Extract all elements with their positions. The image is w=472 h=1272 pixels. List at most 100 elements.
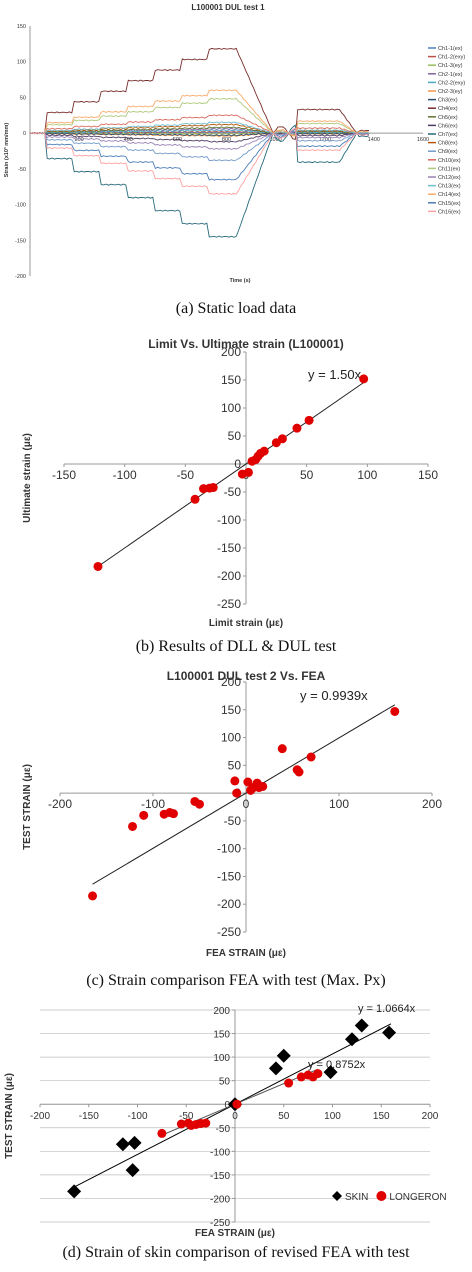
y-tick-label: 0	[234, 457, 241, 471]
x-tick-label: 150	[418, 468, 438, 482]
y-tick-label: -200	[210, 1194, 230, 1205]
chart-title: L100001 DUL test 1	[191, 3, 265, 12]
series-line	[29, 128, 370, 181]
y-axis-title: TEST STRAIN (με)	[22, 764, 33, 850]
y-tick-label: 50	[219, 1077, 231, 1088]
series-line	[29, 131, 370, 143]
data-point-skin	[67, 1184, 82, 1199]
y-tick-label: 100	[213, 1053, 230, 1064]
data-point	[208, 483, 218, 493]
data-point-skin	[125, 1163, 140, 1178]
legend-label: Ch15(ex)	[438, 201, 461, 207]
x-tick-label: -100	[113, 468, 137, 482]
legend-label: Ch14(ex)	[438, 192, 461, 198]
data-point	[313, 1069, 323, 1079]
x-tick-label: -150	[79, 1111, 99, 1122]
chart-static-load-data: L100001 DUL test 1 150 100 50 0 -50 -100 -150 -2…	[3, 3, 465, 284]
legend-label: Ch5(ex)	[438, 115, 458, 121]
chart-title: Limit Vs. Ultimate strain (L100001)	[148, 337, 343, 351]
y-tick-label: -50	[18, 167, 26, 173]
series-line	[29, 131, 370, 150]
data-point	[128, 821, 138, 831]
y-axis-title: Ultimate strain (με)	[22, 433, 33, 523]
data-point	[168, 809, 178, 819]
x-tick-label: 50	[278, 1111, 290, 1122]
x-tick-label: -150	[52, 468, 76, 482]
y-tick-label: -50	[216, 1124, 231, 1135]
data-point-skin	[268, 1061, 283, 1076]
data-point	[232, 788, 242, 798]
x-tick-label: 600	[173, 137, 182, 143]
x-tick-label: 100	[357, 468, 377, 482]
data-point	[243, 777, 253, 787]
data-point-skin	[354, 1018, 369, 1033]
data-point	[243, 467, 253, 477]
data-point-skin	[115, 1137, 130, 1152]
y-tick-label: -200	[217, 897, 241, 911]
y-tick-label: 150	[221, 703, 241, 717]
x-tick-label: 800	[222, 137, 231, 143]
data-point	[258, 781, 268, 791]
legend-label: LONGERON	[389, 1192, 446, 1203]
legend-label: Ch16(ex)	[438, 209, 461, 215]
trendline-equation: y = 1.0664x	[358, 1003, 416, 1015]
x-axis-title: Limit strain (με)	[209, 618, 283, 629]
legend-label: Ch6(ex)	[438, 123, 458, 129]
legend-label: Ch4(ex)	[438, 106, 458, 112]
data-point	[139, 810, 149, 820]
y-tick-label: 150	[221, 373, 241, 387]
series-line	[29, 97, 370, 137]
legend-marker-longeron	[376, 1191, 387, 1201]
x-tick-label: 0	[243, 797, 250, 811]
data-point	[157, 1128, 167, 1138]
y-tick-label: -150	[210, 1171, 230, 1182]
legend-label: Ch11(ex)	[438, 166, 460, 172]
y-tick-label: -100	[217, 842, 241, 856]
data-point	[176, 1119, 186, 1129]
chart-title: L100001 DUL test 2 Vs. FEA	[167, 670, 326, 683]
x-tick-label: -200	[48, 797, 72, 811]
data-point	[390, 706, 400, 716]
legend-label: Ch2-2(exy)	[438, 80, 465, 86]
series-line	[29, 47, 369, 140]
data-point-skin	[382, 1025, 397, 1040]
x-tick-label: 150	[373, 1111, 390, 1122]
x-tick-label: 200	[75, 137, 84, 143]
panel-c: L100001 DUL test 2 Vs. FEA200150100500-5…	[0, 670, 472, 968]
x-tick-label: 1000	[270, 137, 282, 143]
series-line	[29, 127, 370, 195]
data-point	[304, 415, 314, 425]
x-tick-label: 0	[232, 1111, 238, 1122]
x-tick-label: 1600	[417, 137, 429, 143]
legend-label: Ch7(ex)	[438, 132, 458, 138]
data-point	[190, 494, 200, 504]
series-line	[30, 130, 370, 162]
data-point	[284, 1078, 294, 1088]
x-tick-label: 1400	[368, 137, 380, 143]
data-point-skin	[127, 1135, 142, 1150]
x-tick-label: -100	[141, 797, 165, 811]
legend-label: Ch12(ex)	[438, 175, 461, 181]
legend-label: Ch1-2(exy)	[438, 55, 465, 61]
y-tick-label: 150	[17, 24, 26, 30]
x-tick-label: -50	[177, 468, 195, 482]
legend-label: Ch3(ex)	[438, 98, 458, 104]
y-tick-label: -100	[15, 203, 26, 209]
x-tick-label: 50	[300, 468, 314, 482]
y-tick-label: 0	[224, 1100, 230, 1111]
y-tick-label: 100	[221, 731, 241, 745]
data-point	[296, 1072, 306, 1082]
data-point	[230, 776, 240, 786]
y-tick-label: -150	[217, 869, 241, 883]
trendline	[92, 704, 396, 885]
legend-label: SKIN	[345, 1192, 368, 1203]
data-point	[232, 1099, 242, 1109]
y-axis-title: Strain (x10³ mm/mm)	[3, 123, 10, 178]
y-tick-label: -150	[15, 238, 26, 244]
series-line	[29, 132, 370, 138]
data-point	[277, 434, 287, 444]
x-axis-title: FEA STRAIN (με)	[206, 948, 286, 959]
legend-label: Ch2-1(ex)	[438, 72, 463, 78]
chart-test-vs-fea: L100001 DUL test 2 Vs. FEA200150100500-5…	[22, 670, 442, 959]
